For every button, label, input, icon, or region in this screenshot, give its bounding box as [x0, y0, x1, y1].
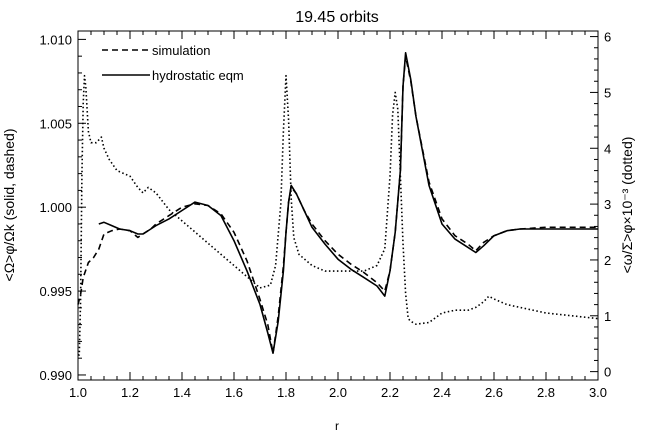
axis-ticks: [77, 31, 599, 380]
y-right-tick-label: 2: [604, 253, 611, 268]
y-right-tick-label: 0: [604, 365, 611, 380]
y-right-tick-label: 1: [604, 309, 611, 324]
plot-frame: [77, 30, 599, 381]
tick-labels: 1.0 1.2 1.4 1.6 1.8 2.0 2.2 2.4 2.6 2.8 3.0 0.990 0.…: [39, 30, 611, 400]
x-tick-label: 2.4: [433, 385, 451, 400]
chart-title: 19.45 orbits: [295, 9, 379, 26]
legend: simulation hydrostatic eqm: [102, 43, 244, 83]
x-tick-label: 1.2: [121, 385, 139, 400]
x-tick-label: 2.2: [381, 385, 399, 400]
x-axis-label: r: [335, 419, 339, 432]
y-right-tick-label: 5: [604, 85, 611, 100]
series-hydrostatic-line: [98, 52, 598, 354]
x-tick-label: 3.0: [589, 385, 607, 400]
series-vortensity-line: [78, 74, 599, 356]
legend-label-simulation: simulation: [152, 43, 211, 58]
y-left-tick-label: 0.990: [39, 368, 72, 383]
legend-label-hydrostatic: hydrostatic eqm: [152, 68, 244, 83]
series-simulation-line: [77, 55, 598, 354]
x-tick-label: 1.0: [69, 385, 87, 400]
y-left-tick-label: 1.000: [39, 200, 72, 215]
x-tick-label: 1.6: [225, 385, 243, 400]
y-left-tick-label: 0.995: [39, 284, 72, 299]
x-tick-label: 1.8: [277, 385, 295, 400]
x-tick-label: 2.0: [329, 385, 347, 400]
x-tick-label: 1.4: [173, 385, 191, 400]
y-right-tick-label: 3: [604, 197, 611, 212]
y-left-tick-label: 1.010: [39, 32, 72, 47]
x-tick-label: 2.8: [537, 385, 555, 400]
y-right-tick-label: 6: [604, 30, 611, 45]
x-tick-label: 2.6: [485, 385, 503, 400]
y-axis-label-right: <ω/Σ>φ×10⁻³ (dotted): [619, 137, 635, 274]
y-axis-label-left: <Ω>φ/Ωk (solid, dashed): [1, 129, 17, 282]
y-right-tick-label: 4: [604, 141, 611, 156]
y-left-tick-label: 1.005: [39, 116, 72, 131]
series-layer: [77, 52, 599, 356]
